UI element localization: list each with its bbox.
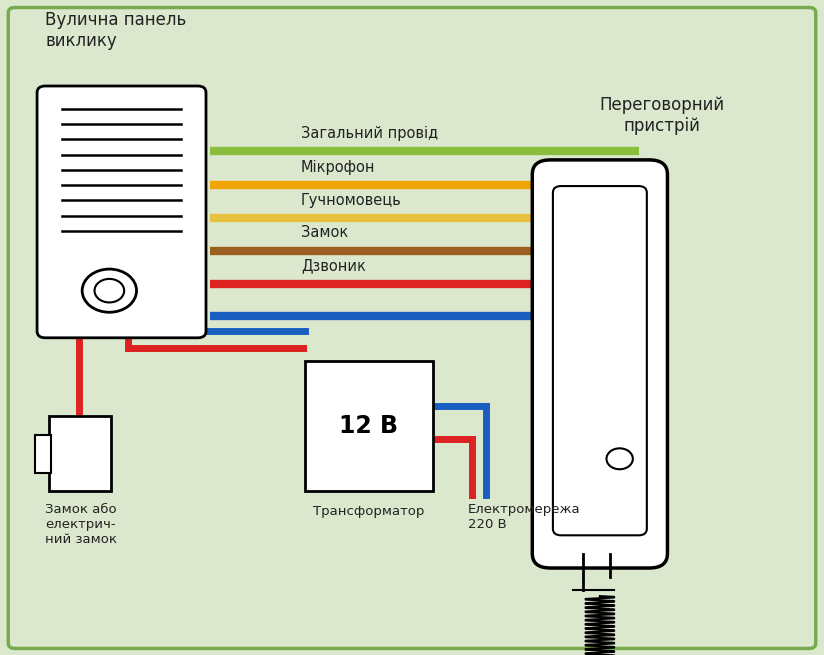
Text: Замок або
електрич-
ний замок: Замок або електрич- ний замок [45, 503, 117, 546]
Text: Переговорний
пристрій: Переговорний пристрій [599, 96, 724, 135]
FancyBboxPatch shape [49, 417, 111, 491]
FancyBboxPatch shape [553, 186, 647, 535]
FancyBboxPatch shape [8, 7, 816, 648]
Text: Вулична панель
виклику: Вулична панель виклику [45, 11, 186, 50]
Text: Мікрофон: Мікрофон [301, 160, 375, 175]
Text: Загальний провід: Загальний провід [301, 126, 438, 141]
Text: Дзвоник: Дзвоник [301, 258, 366, 273]
Text: Замок: Замок [301, 225, 348, 240]
FancyBboxPatch shape [35, 435, 51, 473]
FancyBboxPatch shape [305, 361, 433, 491]
Text: 12 В: 12 В [339, 414, 398, 438]
FancyBboxPatch shape [532, 160, 667, 568]
Text: Електромережа
220 В: Електромережа 220 В [468, 503, 581, 531]
Text: Трансформатор: Трансформатор [313, 504, 424, 517]
Text: Гучномовець: Гучномовець [301, 193, 401, 208]
FancyBboxPatch shape [37, 86, 206, 338]
